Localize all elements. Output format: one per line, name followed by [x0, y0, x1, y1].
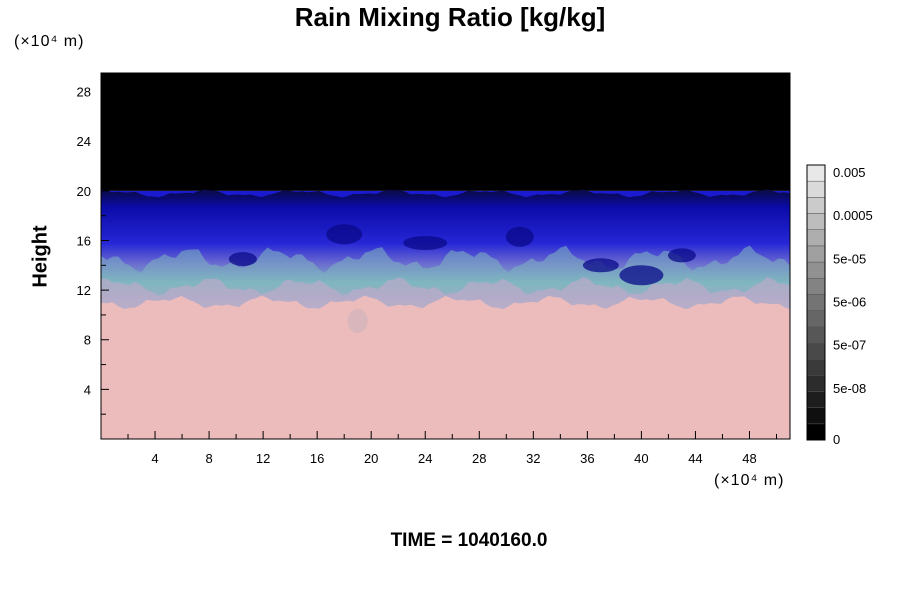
colorbar-cell	[806, 375, 826, 392]
colorbar-cell	[806, 391, 826, 408]
x-tick-label: 16	[310, 451, 324, 466]
y-tick-label: 8	[84, 333, 91, 348]
x-unit-label: (×10⁴ m)	[714, 472, 785, 489]
colorbar-label: 0	[833, 432, 840, 447]
y-tick-label: 12	[77, 283, 91, 298]
swirl-mark	[326, 224, 363, 245]
colorbar-cell	[806, 423, 826, 441]
colorbar-cell	[806, 261, 826, 279]
x-tick-label: 12	[256, 451, 270, 466]
y-tick-label: 28	[77, 85, 91, 100]
x-tick-label: 44	[688, 451, 702, 466]
x-tick-label: 8	[205, 451, 212, 466]
x-tick-label: 40	[634, 451, 648, 466]
plot-frame	[100, 72, 791, 440]
y-tick-label: 24	[77, 134, 91, 149]
x-tick-label: 24	[418, 451, 432, 466]
x-tick-label: 36	[580, 451, 594, 466]
plume-mark	[347, 309, 368, 334]
cloud-band-base	[101, 295, 790, 439]
colorbar-cell	[806, 245, 826, 263]
y-unit-label: (×10⁴ m)	[14, 33, 85, 50]
colorbar-frame	[806, 164, 826, 441]
colorbar-cell	[806, 164, 826, 182]
colorbar-label: 5e-06	[833, 295, 866, 310]
colorbar-label: 5e-05	[833, 251, 866, 266]
swirl-mark	[619, 265, 664, 286]
x-tick-label: 28	[472, 451, 486, 466]
colorbar-label: 0.005	[833, 165, 866, 180]
colorbar-cell	[806, 358, 826, 376]
time-footer: TIME = 1040160.0	[390, 530, 548, 551]
x-tick-label: 48	[742, 451, 756, 466]
y-tick-label: 16	[77, 233, 91, 248]
swirl-mark	[403, 235, 448, 250]
colorbar-cell	[806, 180, 826, 198]
colorbar-label: 5e-07	[833, 338, 866, 353]
swirl-mark	[505, 226, 534, 247]
colorbar-cell	[806, 310, 826, 328]
colorbar-cell	[806, 407, 826, 425]
x-tick-label: 4	[151, 451, 158, 466]
layer-black	[101, 73, 790, 191]
y-tick-label: 4	[84, 382, 91, 397]
x-tick-label: 32	[526, 451, 540, 466]
colorbar-cell	[806, 197, 826, 214]
colorbar-cell	[806, 326, 826, 344]
colorbar-cell	[806, 342, 826, 360]
colorbar-label: 5e-08	[833, 381, 866, 396]
cloud-band-violet	[101, 276, 790, 309]
swirl-mark	[228, 252, 257, 267]
colorbar-cell	[806, 213, 826, 230]
x-tick-label: 20	[364, 451, 378, 466]
colorbar-cell	[806, 229, 826, 247]
swirl-mark	[582, 258, 619, 273]
colorbar-cell	[806, 294, 826, 311]
chart-title: Rain Mixing Ratio [kg/kg]	[294, 2, 606, 32]
swirl-mark	[667, 248, 696, 263]
y-tick-label: 20	[77, 184, 91, 199]
colorbar-cell	[806, 277, 826, 295]
colorbar-label: 0.0005	[833, 208, 873, 223]
